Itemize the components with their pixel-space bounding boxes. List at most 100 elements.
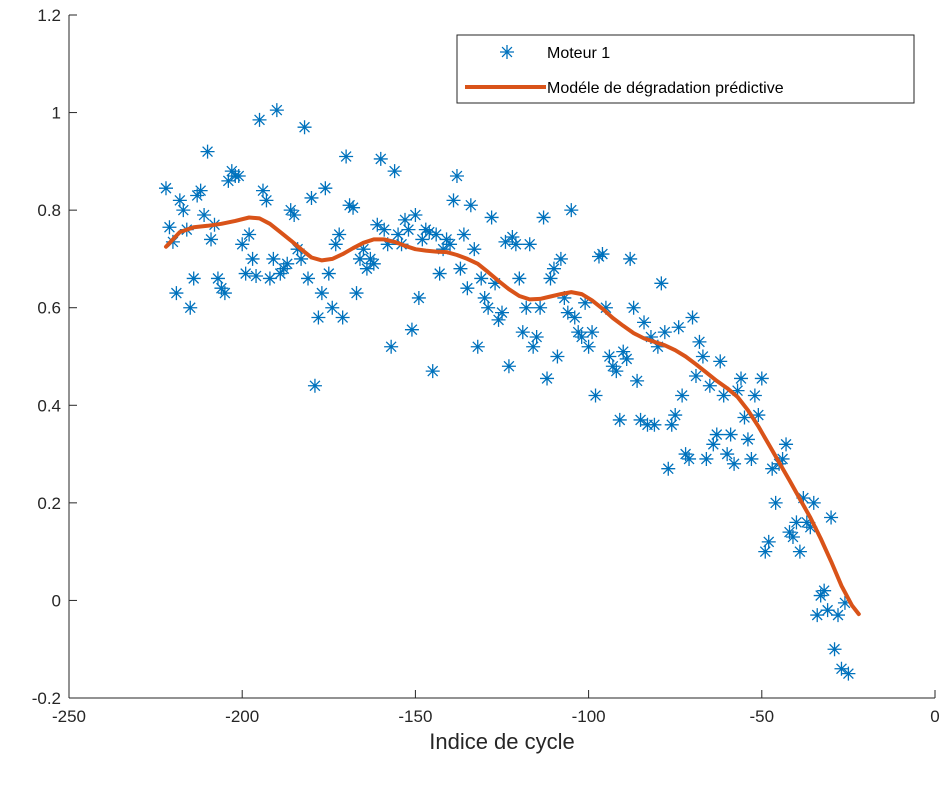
data-point xyxy=(311,310,326,325)
data-point xyxy=(810,608,825,623)
data-point xyxy=(647,417,662,432)
data-point xyxy=(574,329,589,344)
data-point xyxy=(366,256,381,271)
data-point xyxy=(591,249,606,264)
data-point xyxy=(491,312,506,327)
y-tick-label: 0.4 xyxy=(37,396,61,415)
data-point xyxy=(172,193,187,208)
data-point xyxy=(768,495,783,510)
data-point xyxy=(623,251,638,266)
data-point xyxy=(512,271,527,286)
data-point xyxy=(269,103,284,118)
data-point xyxy=(727,456,742,471)
data-point xyxy=(359,261,374,276)
data-point xyxy=(605,359,620,374)
y-tick-label: 1.2 xyxy=(37,6,61,25)
data-point xyxy=(242,227,257,242)
data-point xyxy=(734,371,749,386)
data-point xyxy=(754,371,769,386)
data-point xyxy=(301,271,316,286)
data-point xyxy=(401,222,416,237)
data-point xyxy=(824,510,839,525)
data-point xyxy=(210,271,225,286)
data-point xyxy=(643,329,658,344)
data-point xyxy=(588,388,603,403)
data-point xyxy=(834,661,849,676)
data-point xyxy=(335,310,350,325)
data-point xyxy=(276,261,291,276)
data-point xyxy=(404,322,419,337)
data-point xyxy=(637,315,652,330)
data-point xyxy=(813,588,828,603)
data-point xyxy=(283,203,298,218)
data-point xyxy=(453,261,468,276)
data-point xyxy=(564,203,579,218)
data-point xyxy=(557,290,572,305)
legend-label: Moteur 1 xyxy=(547,45,610,62)
data-point xyxy=(422,225,437,240)
data-point xyxy=(550,349,565,364)
data-point xyxy=(515,325,530,340)
x-tick-label: -50 xyxy=(750,707,775,726)
data-point xyxy=(827,642,842,657)
data-point xyxy=(706,437,721,452)
y-tick-label: -0.2 xyxy=(32,689,61,708)
axes-layer: -250 -200 -150 -100 -50 0 -0.2 0 0.2 0.4 0.6 0.8 1 1.… xyxy=(32,6,940,726)
data-point xyxy=(224,164,239,179)
y-tick-label: 0.8 xyxy=(37,201,61,220)
data-point xyxy=(765,461,780,476)
data-point xyxy=(339,149,354,164)
data-point xyxy=(571,325,586,340)
data-point xyxy=(346,200,361,215)
data-point xyxy=(602,349,617,364)
data-point xyxy=(429,227,444,242)
data-point xyxy=(297,120,312,135)
data-point xyxy=(463,198,478,213)
data-point xyxy=(221,173,236,188)
data-point xyxy=(332,227,347,242)
data-point xyxy=(730,383,745,398)
data-point xyxy=(290,242,305,257)
data-point xyxy=(262,271,277,286)
data-point xyxy=(806,495,821,510)
data-point xyxy=(176,203,191,218)
data-point xyxy=(633,412,648,427)
data-point xyxy=(370,217,385,232)
data-point xyxy=(595,247,610,262)
x-tick-label: 0 xyxy=(930,707,939,726)
x-tick-label: -150 xyxy=(398,707,432,726)
data-point xyxy=(675,388,690,403)
data-point xyxy=(387,164,402,179)
data-point xyxy=(654,276,669,291)
data-point xyxy=(533,300,548,315)
data-point xyxy=(446,193,461,208)
data-point xyxy=(259,193,274,208)
data-point xyxy=(294,251,309,266)
data-point xyxy=(792,544,807,559)
data-point xyxy=(598,300,613,315)
data-point xyxy=(162,220,177,235)
data-point xyxy=(384,339,399,354)
data-point xyxy=(695,349,710,364)
data-point xyxy=(817,583,832,598)
data-point xyxy=(585,325,600,340)
data-point xyxy=(785,530,800,545)
data-point xyxy=(266,251,281,266)
data-point xyxy=(204,232,219,247)
data-point xyxy=(529,329,544,344)
data-point xyxy=(235,237,250,252)
data-point xyxy=(740,432,755,447)
data-point xyxy=(803,520,818,535)
data-point xyxy=(436,242,451,257)
data-point xyxy=(352,251,367,266)
data-point xyxy=(408,208,423,223)
data-point xyxy=(287,208,302,223)
data-point xyxy=(758,544,773,559)
data-point xyxy=(245,251,260,266)
data-point xyxy=(474,271,489,286)
data-point xyxy=(488,276,503,291)
data-point xyxy=(249,269,264,284)
data-point xyxy=(456,227,471,242)
data-point xyxy=(761,534,776,549)
x-tick-label: -100 xyxy=(572,707,606,726)
